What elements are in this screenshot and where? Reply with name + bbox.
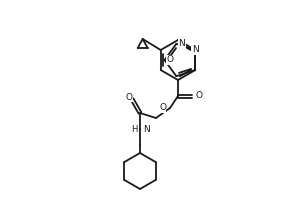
- Text: O: O: [196, 92, 203, 100]
- Text: N: N: [192, 46, 199, 54]
- Text: N: N: [143, 124, 150, 134]
- Text: H: H: [132, 124, 138, 134]
- Text: O: O: [167, 55, 173, 64]
- Text: O: O: [159, 104, 166, 112]
- Text: O: O: [125, 92, 133, 102]
- Text: N: N: [178, 39, 185, 48]
